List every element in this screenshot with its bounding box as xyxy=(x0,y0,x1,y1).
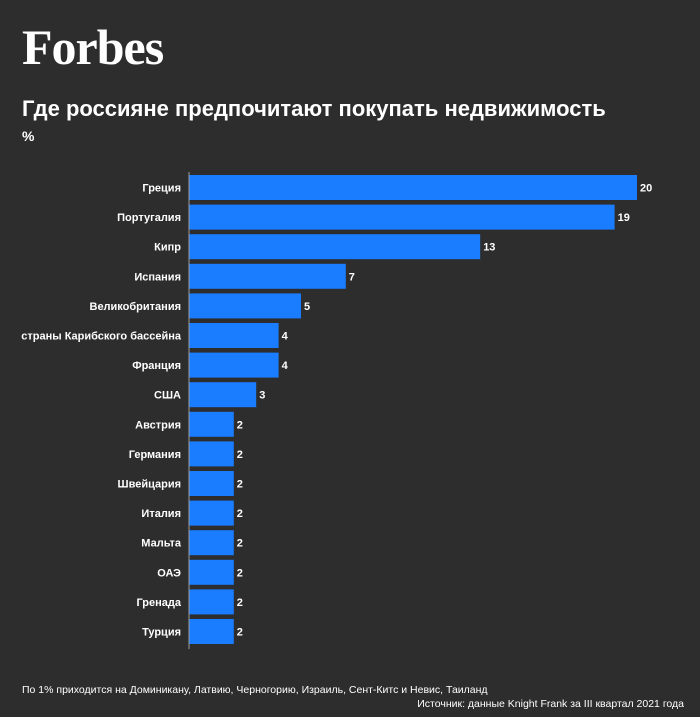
bar xyxy=(189,500,234,526)
bars-group xyxy=(189,175,637,644)
footnote: По 1% приходится на Доминикану, Латвию, … xyxy=(22,684,488,696)
bar xyxy=(189,559,234,585)
bar xyxy=(189,352,279,378)
value-label: 4 xyxy=(282,360,289,372)
category-label: Испания xyxy=(134,271,181,283)
bar xyxy=(189,589,234,615)
bar xyxy=(189,293,301,319)
bar xyxy=(189,204,615,230)
bar xyxy=(189,382,257,408)
bar xyxy=(189,323,279,348)
value-label: 2 xyxy=(237,479,243,491)
category-label: США xyxy=(154,390,181,402)
category-label: Франция xyxy=(132,360,181,372)
bar xyxy=(189,619,234,644)
value-label: 19 xyxy=(618,212,630,224)
bar xyxy=(189,471,234,496)
bar xyxy=(189,411,234,437)
category-label: Германия xyxy=(129,449,181,461)
category-label: Австрия xyxy=(135,419,181,431)
category-label: Греция xyxy=(142,183,181,195)
value-label: 2 xyxy=(237,597,243,609)
value-label: 2 xyxy=(237,419,243,431)
source-note: Источник: данные Knight Frank за III ква… xyxy=(417,698,684,710)
category-label: страны Карибского бассейна xyxy=(21,331,182,343)
chart-unit: % xyxy=(22,128,35,144)
category-label: Швейцария xyxy=(118,479,181,491)
category-label: Мальта xyxy=(141,538,182,550)
value-label: 7 xyxy=(349,271,355,283)
value-labels-group: 20 19 13 7 5 4 4 3 2 2 2 2 2 2 2 2 xyxy=(237,183,652,639)
value-label: 13 xyxy=(483,242,495,254)
bar xyxy=(189,175,637,200)
category-label: Великобритания xyxy=(90,301,182,313)
value-label: 2 xyxy=(237,567,243,579)
value-label: 5 xyxy=(304,301,310,313)
bar xyxy=(189,441,234,467)
value-label: 2 xyxy=(237,508,243,520)
value-label: 2 xyxy=(237,538,243,550)
bar xyxy=(189,263,346,289)
value-label: 2 xyxy=(237,449,243,461)
category-label: Гренада xyxy=(136,597,181,609)
chart-title: Где россияне предпочитают покупать недви… xyxy=(22,96,606,121)
bar xyxy=(189,234,481,260)
category-labels-group: Греция Португалия Кипр Испания Великобритани… xyxy=(21,183,182,639)
category-label: ОАЭ xyxy=(157,567,181,579)
category-label: Кипр xyxy=(154,242,181,254)
category-label: Италия xyxy=(141,508,181,520)
category-label: Турция xyxy=(142,627,181,639)
value-label: 3 xyxy=(259,390,265,402)
category-label: Португалия xyxy=(117,212,181,224)
forbes-logo: Forbes xyxy=(22,19,164,75)
value-label: 20 xyxy=(640,183,652,195)
bar xyxy=(189,530,234,556)
value-label: 4 xyxy=(282,331,289,343)
value-label: 2 xyxy=(237,627,243,639)
